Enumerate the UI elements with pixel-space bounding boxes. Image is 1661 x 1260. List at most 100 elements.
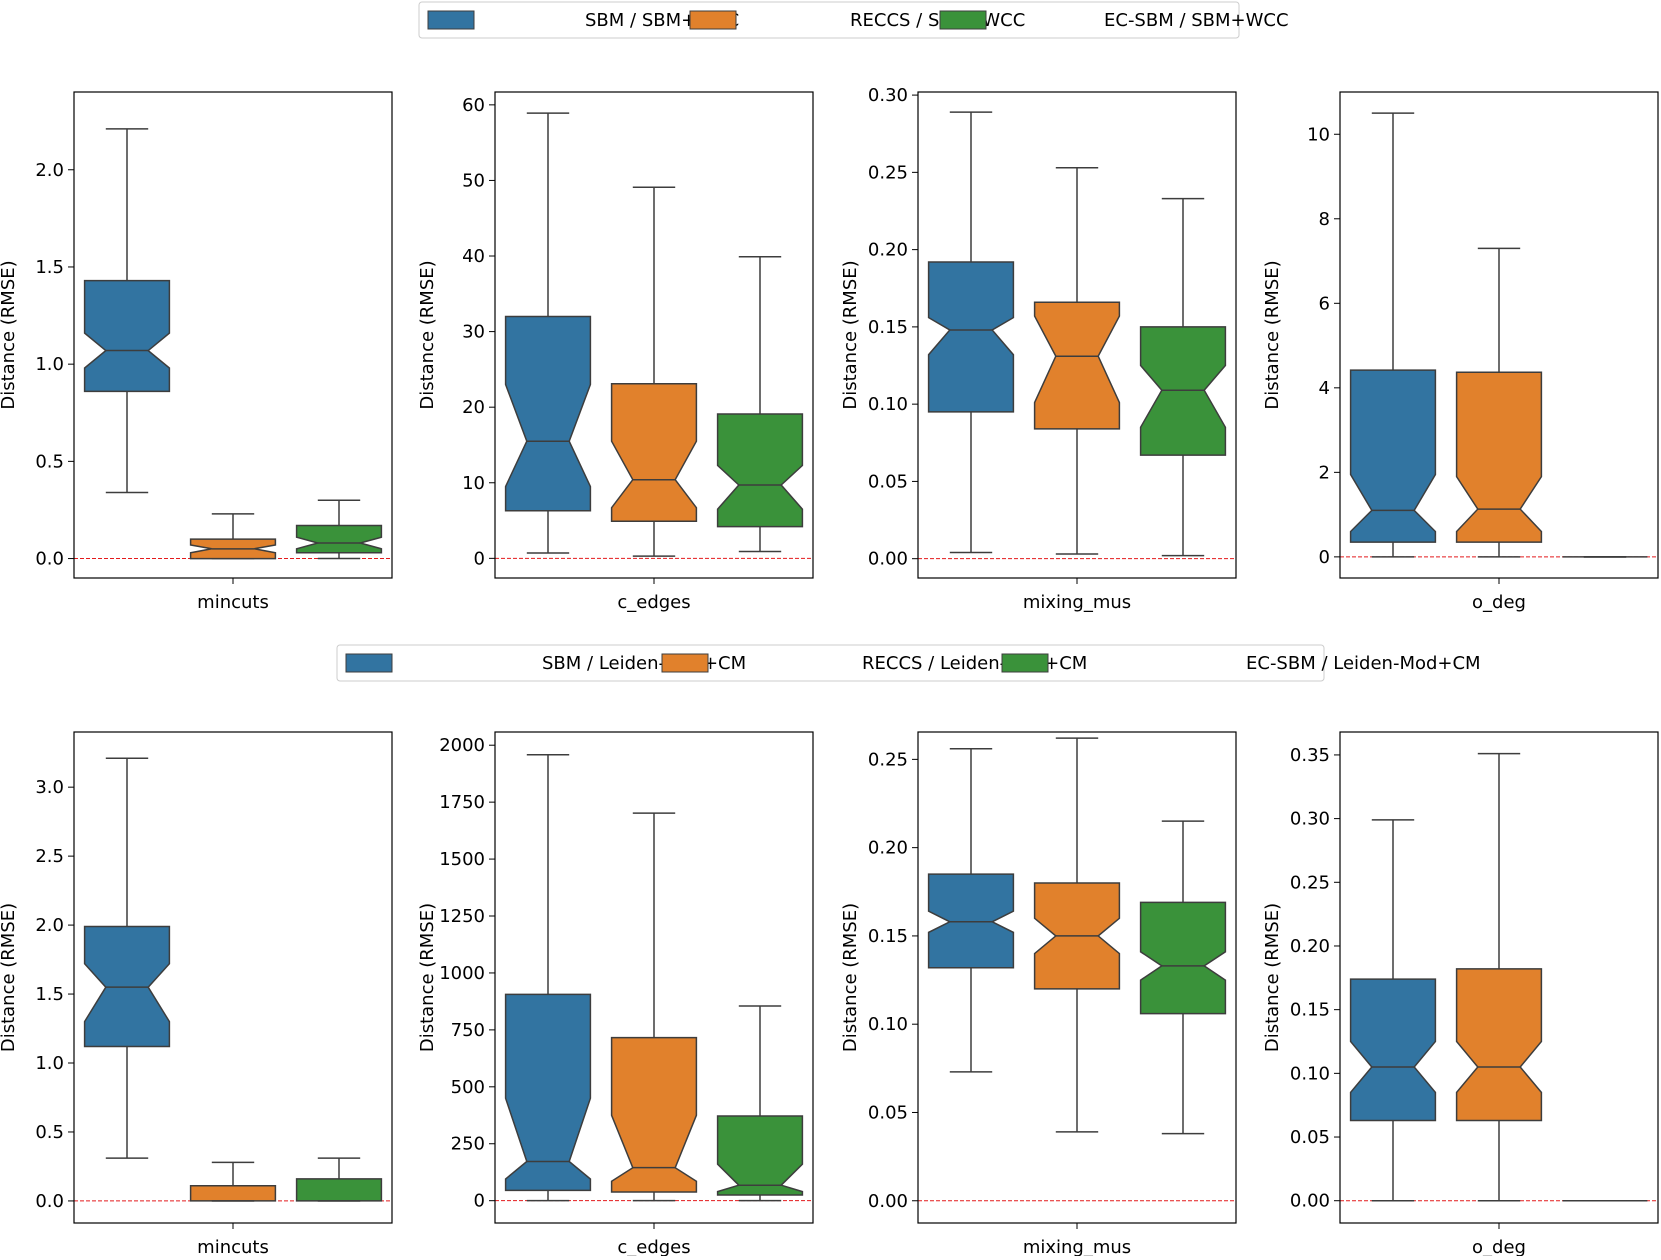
x-tick-label: mixing_mus — [1023, 1237, 1131, 1256]
y-tick-label: 1250 — [439, 906, 485, 927]
box-body — [191, 1186, 276, 1201]
box-2 — [612, 813, 697, 1201]
x-tick-label: o_deg — [1472, 1237, 1526, 1256]
y-tick-label: 20 — [462, 397, 485, 418]
x-tick-label: mincuts — [197, 1237, 269, 1256]
y-tick-label: 250 — [451, 1134, 485, 1155]
box-2 — [1035, 168, 1120, 554]
y-tick-label: 3.0 — [35, 777, 64, 798]
y-tick-label: 0.5 — [35, 451, 64, 472]
box-body — [1351, 370, 1436, 542]
y-tick-label: 10 — [1307, 124, 1330, 145]
y-tick-label: 1000 — [439, 963, 485, 984]
box-3 — [718, 257, 803, 552]
box-1 — [85, 758, 170, 1158]
y-tick-label: 0.15 — [868, 926, 908, 947]
box-2 — [191, 1162, 276, 1201]
y-tick-label: 0 — [1319, 547, 1330, 568]
y-tick-label: 0.30 — [868, 85, 908, 106]
y-tick-label: 0.0 — [35, 1191, 64, 1212]
y-tick-label: 0.10 — [868, 394, 908, 415]
chart-panel-6: 025050075010001250150017502000c_edgesDis… — [417, 732, 813, 1256]
box-2 — [191, 514, 276, 559]
legend-label: EC-SBM / SBM+WCC — [1104, 10, 1289, 31]
y-tick-label: 0 — [474, 548, 485, 569]
box-1 — [506, 755, 591, 1201]
y-tick-label: 0.10 — [868, 1014, 908, 1035]
legend-swatch — [346, 654, 392, 672]
y-tick-label: 6 — [1319, 293, 1330, 314]
box-2 — [1457, 754, 1542, 1201]
y-tick-label: 0.5 — [35, 1122, 64, 1143]
box-body — [297, 526, 382, 553]
legend-swatch — [1002, 654, 1048, 672]
y-tick-label: 2.5 — [35, 846, 64, 867]
box-1 — [929, 112, 1014, 552]
box-body — [718, 414, 803, 527]
legend-label: EC-SBM / Leiden-Mod+CM — [1246, 653, 1481, 674]
box-3 — [1141, 199, 1226, 556]
y-axis-label: Distance (RMSE) — [840, 903, 861, 1052]
y-tick-label: 0.05 — [868, 1102, 908, 1123]
y-tick-label: 2.0 — [35, 915, 64, 936]
box-1 — [929, 749, 1014, 1072]
y-tick-label: 0.35 — [1290, 745, 1330, 766]
y-tick-label: 2.0 — [35, 160, 64, 181]
y-tick-label: 2 — [1319, 462, 1330, 483]
x-tick-label: c_edges — [617, 592, 690, 613]
box-body — [506, 317, 591, 511]
y-tick-label: 10 — [462, 473, 485, 494]
legend-swatch — [940, 11, 986, 29]
box-3 — [297, 1158, 382, 1201]
box-1 — [85, 129, 170, 493]
y-axis-label: Distance (RMSE) — [1262, 260, 1283, 409]
y-tick-label: 0.25 — [868, 162, 908, 183]
y-tick-label: 0.10 — [1290, 1063, 1330, 1084]
y-tick-label: 1.0 — [35, 354, 64, 375]
y-tick-label: 50 — [462, 170, 485, 191]
legend-swatch — [428, 11, 474, 29]
y-tick-label: 0.00 — [868, 549, 908, 570]
y-tick-label: 0.05 — [868, 471, 908, 492]
y-tick-label: 0.30 — [1290, 809, 1330, 830]
y-tick-label: 0.20 — [868, 838, 908, 859]
y-axis-label: Distance (RMSE) — [1262, 903, 1283, 1052]
box-body — [297, 1179, 382, 1201]
y-tick-label: 750 — [451, 1020, 485, 1041]
x-tick-label: c_edges — [617, 1237, 690, 1256]
y-tick-label: 0.15 — [868, 317, 908, 338]
box-body — [1457, 372, 1542, 542]
y-tick-label: 1500 — [439, 849, 485, 870]
x-tick-label: mincuts — [197, 592, 269, 613]
box-body — [612, 384, 697, 522]
legend-swatch — [690, 11, 736, 29]
legend-label: RECCS / SBM+WCC — [850, 10, 1025, 31]
x-tick-label: o_deg — [1472, 592, 1526, 613]
box-2 — [1035, 738, 1120, 1132]
y-tick-label: 0.20 — [1290, 936, 1330, 957]
y-axis-label: Distance (RMSE) — [0, 903, 19, 1052]
box-body — [1141, 902, 1226, 1013]
y-tick-label: 1.5 — [35, 257, 64, 278]
box-body — [85, 281, 170, 392]
box-body — [612, 1038, 697, 1192]
box-1 — [1351, 113, 1436, 557]
y-tick-label: 1750 — [439, 792, 485, 813]
y-tick-label: 60 — [462, 95, 485, 116]
box-body — [1035, 302, 1120, 429]
box-body — [929, 262, 1014, 412]
y-tick-label: 4 — [1319, 378, 1330, 399]
y-tick-label: 0.25 — [868, 749, 908, 770]
box-3 — [1141, 821, 1226, 1134]
y-tick-label: 0.15 — [1290, 1000, 1330, 1021]
box-body — [1141, 327, 1226, 455]
legend-swatch — [662, 654, 708, 672]
y-tick-label: 2000 — [439, 735, 485, 756]
